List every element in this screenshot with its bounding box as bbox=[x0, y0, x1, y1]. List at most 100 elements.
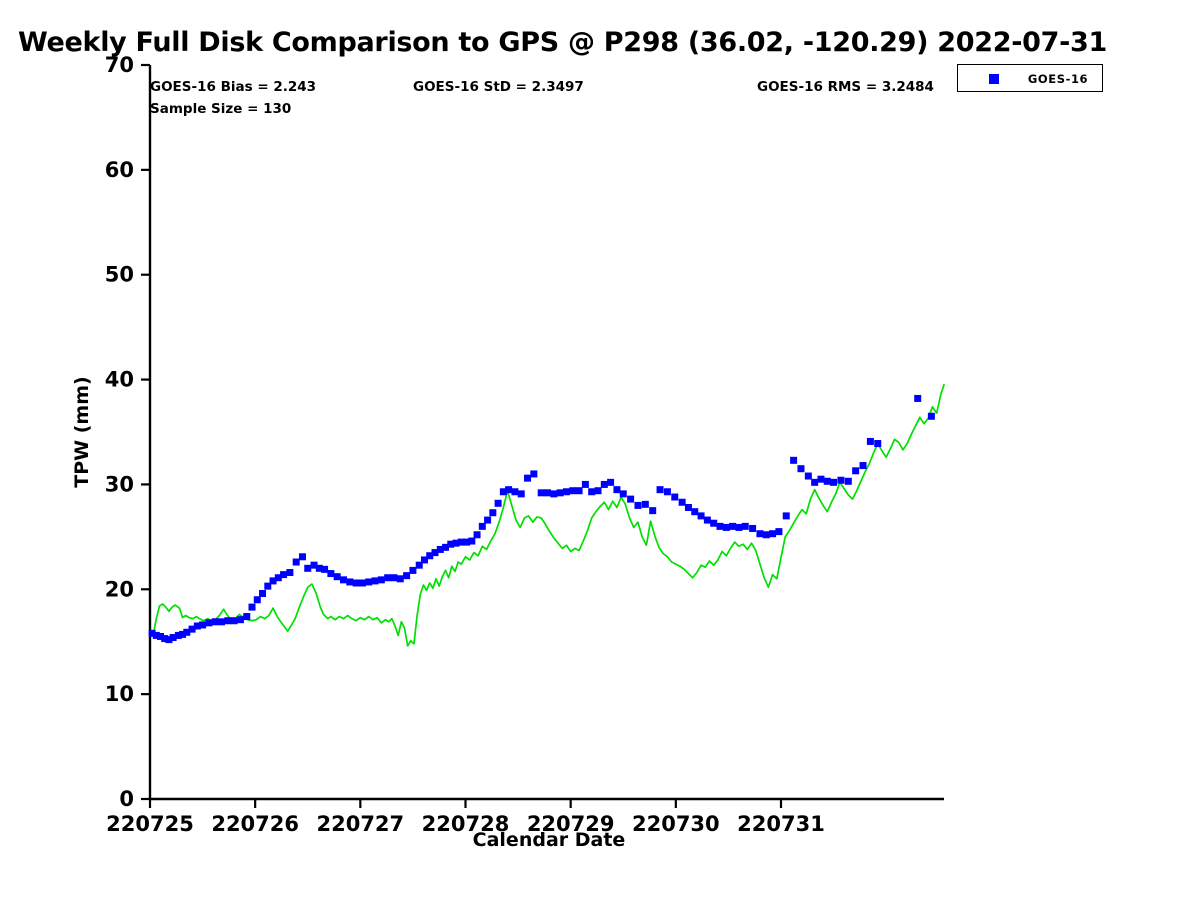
data-point-marker bbox=[321, 565, 329, 573]
axis-spines bbox=[148, 65, 944, 801]
data-point-marker bbox=[811, 478, 819, 486]
data-point-marker bbox=[352, 579, 360, 587]
data-point-marker bbox=[710, 519, 718, 527]
data-point-marker bbox=[769, 530, 777, 538]
data-point-marker bbox=[224, 617, 232, 625]
data-point-marker bbox=[161, 635, 169, 643]
data-point-marker bbox=[511, 488, 519, 496]
data-point-marker bbox=[447, 540, 455, 548]
data-point-marker bbox=[327, 570, 335, 578]
data-point-marker bbox=[607, 478, 615, 486]
data-point-marker bbox=[489, 509, 497, 517]
data-point-marker bbox=[431, 549, 439, 557]
goes16-series-markers bbox=[148, 394, 935, 644]
y-tick-label: 10 bbox=[105, 682, 134, 706]
data-point-marker bbox=[569, 487, 577, 495]
data-point-marker bbox=[292, 558, 300, 566]
data-point-marker bbox=[205, 619, 213, 627]
data-point-marker bbox=[762, 531, 770, 539]
gps-line-path bbox=[149, 383, 945, 647]
data-point-marker bbox=[264, 582, 272, 590]
page-title: Weekly Full Disk Comparison to GPS @ P29… bbox=[18, 27, 1107, 58]
data-point-marker bbox=[148, 629, 156, 637]
data-point-marker bbox=[641, 500, 649, 508]
data-point-marker bbox=[914, 394, 922, 402]
data-point-marker bbox=[649, 507, 657, 515]
data-point-marker bbox=[866, 437, 874, 445]
data-point-marker bbox=[581, 480, 589, 488]
data-point-marker bbox=[797, 465, 805, 473]
data-point-marker bbox=[152, 631, 160, 639]
data-point-marker bbox=[562, 488, 570, 496]
x-tick-label: 220728 bbox=[422, 812, 510, 836]
data-point-marker bbox=[656, 486, 664, 494]
y-tick-label: 30 bbox=[105, 472, 134, 496]
data-point-marker bbox=[346, 578, 354, 586]
data-point-marker bbox=[452, 539, 460, 547]
data-point-marker bbox=[588, 488, 596, 496]
data-point-marker bbox=[396, 575, 404, 583]
data-point-marker bbox=[286, 569, 294, 577]
data-point-marker bbox=[371, 577, 379, 585]
data-point-marker bbox=[852, 467, 860, 475]
data-point-marker bbox=[671, 493, 679, 501]
data-point-marker bbox=[627, 495, 635, 503]
data-point-marker bbox=[837, 476, 845, 484]
data-point-marker bbox=[298, 553, 306, 561]
data-point-marker bbox=[157, 632, 165, 640]
data-point-marker bbox=[280, 571, 288, 579]
data-point-marker bbox=[457, 538, 465, 546]
data-point-marker bbox=[678, 498, 686, 506]
data-point-marker bbox=[703, 516, 711, 524]
data-point-marker bbox=[619, 490, 627, 498]
data-point-marker bbox=[830, 478, 838, 486]
data-point-marker bbox=[473, 531, 481, 539]
data-point-marker bbox=[663, 488, 671, 496]
data-point-marker bbox=[874, 440, 882, 448]
data-point-marker bbox=[463, 538, 471, 546]
data-point-marker bbox=[634, 501, 642, 509]
data-point-marker bbox=[537, 489, 545, 497]
data-point-marker bbox=[478, 522, 486, 530]
legend-goes16-square-icon bbox=[989, 74, 999, 84]
data-point-marker bbox=[556, 489, 564, 497]
data-point-marker bbox=[613, 486, 621, 494]
data-point-marker bbox=[193, 622, 201, 630]
y-tick-label: 60 bbox=[105, 158, 134, 182]
data-point-marker bbox=[927, 412, 935, 420]
data-point-marker bbox=[365, 578, 373, 586]
x-axis-ticks: 220725 220726 220727 220728 220729 220730 2207… bbox=[106, 799, 825, 836]
stat-rms: GOES-16 RMS = 3.2484 bbox=[757, 79, 934, 95]
y-tick-label: 40 bbox=[105, 368, 134, 392]
data-point-marker bbox=[183, 628, 191, 636]
data-point-marker bbox=[524, 474, 532, 482]
data-point-marker bbox=[377, 576, 385, 584]
data-point-marker bbox=[550, 490, 558, 498]
data-point-marker bbox=[174, 631, 182, 639]
y-axis-title: TPW (mm) bbox=[71, 376, 93, 487]
data-point-marker bbox=[697, 512, 705, 520]
data-point-marker bbox=[468, 537, 476, 545]
stat-std: GOES-16 StD = 2.3497 bbox=[413, 79, 584, 95]
data-point-marker bbox=[530, 470, 538, 478]
gps-series-line bbox=[149, 383, 945, 647]
x-tick-label: 220727 bbox=[316, 812, 404, 836]
data-point-marker bbox=[179, 630, 187, 638]
data-point-marker bbox=[600, 480, 608, 488]
data-point-marker bbox=[253, 596, 261, 604]
legend[interactable]: GOES-16 bbox=[957, 64, 1103, 92]
data-point-marker bbox=[505, 486, 513, 494]
data-point-marker bbox=[804, 472, 812, 480]
data-point-marker bbox=[691, 508, 699, 516]
data-point-marker bbox=[544, 489, 552, 497]
data-point-marker bbox=[390, 574, 398, 582]
x-tick-label: 220731 bbox=[737, 812, 825, 836]
x-axis-title: Calendar Date bbox=[473, 829, 626, 851]
data-point-marker bbox=[333, 573, 341, 581]
data-point-marker bbox=[442, 543, 450, 551]
data-point-marker bbox=[415, 561, 423, 569]
data-point-marker bbox=[211, 618, 219, 626]
data-point-marker bbox=[722, 523, 730, 531]
data-point-marker bbox=[236, 616, 244, 624]
